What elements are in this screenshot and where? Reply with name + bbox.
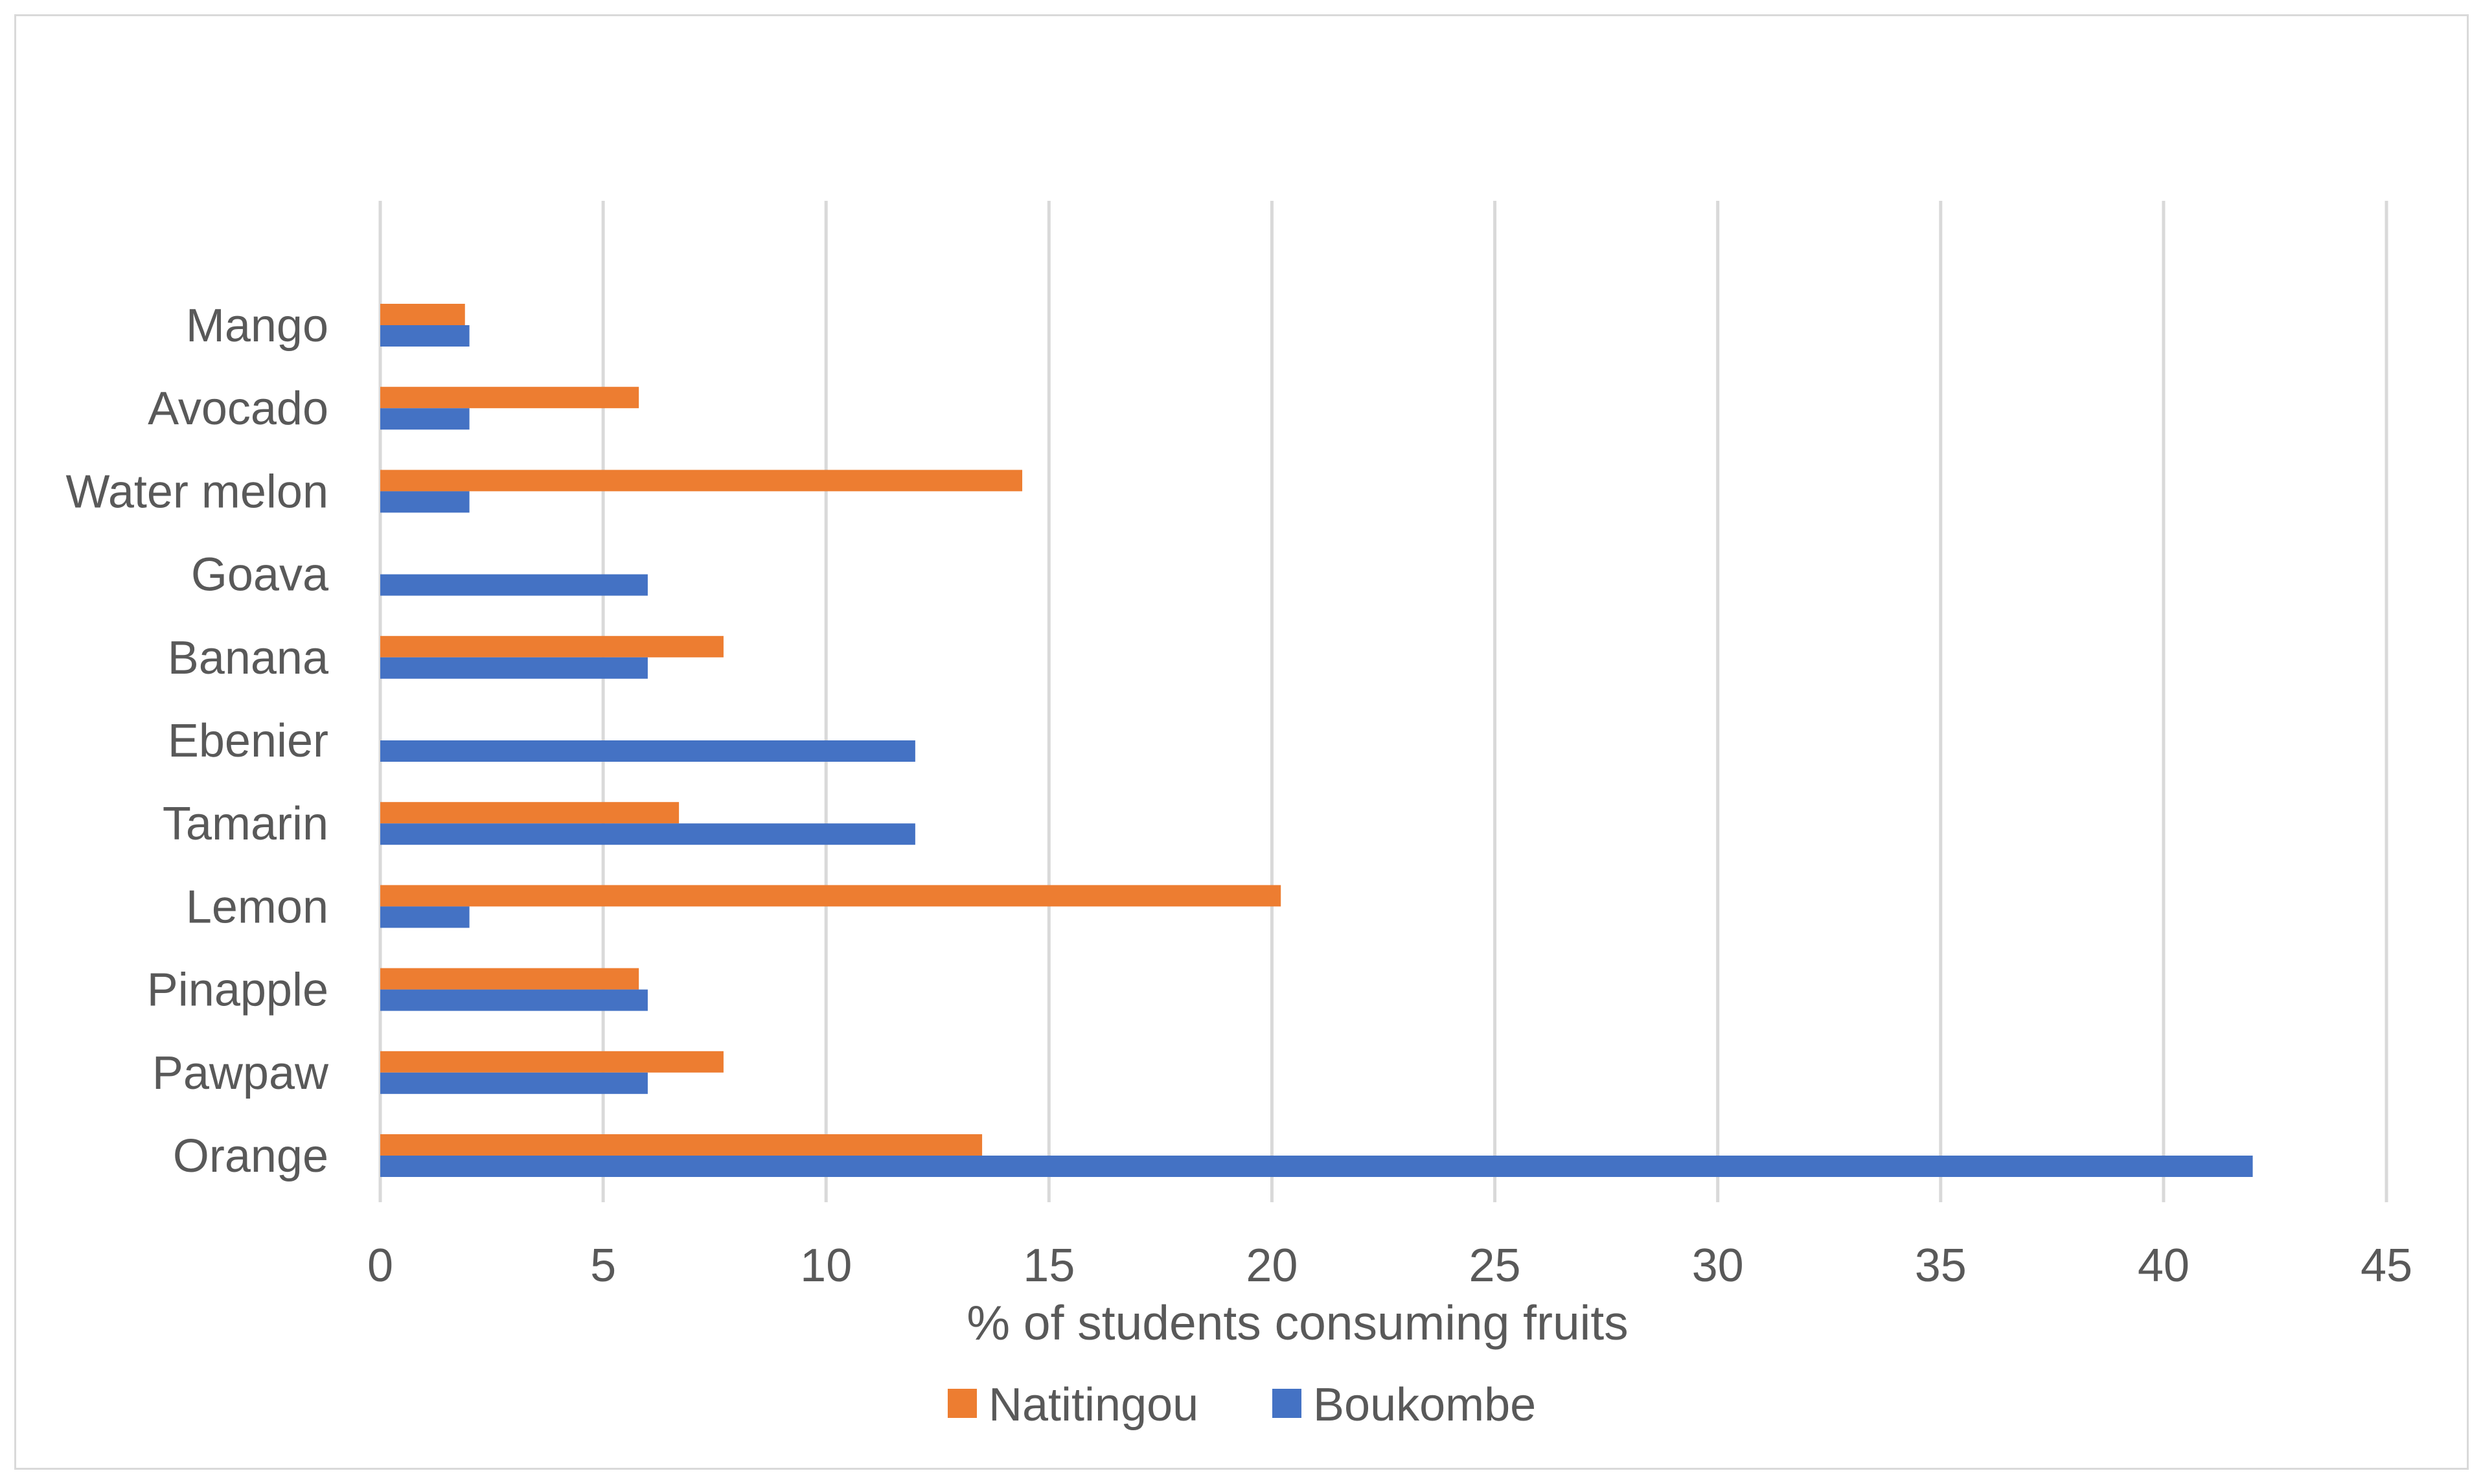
x-tick-label-20: 20: [1246, 1240, 1298, 1292]
x-tick-label-45: 45: [2361, 1240, 2412, 1292]
bar-boukombe-orange: [380, 1156, 2253, 1177]
bar-natitingou-avocado: [380, 387, 639, 409]
bar-boukombe-tamarin: [380, 823, 915, 845]
category-label-ebenier: Ebenier: [168, 715, 328, 767]
category-label-tamarin: Tamarin: [163, 798, 328, 850]
x-tick-labels: 0 5 10 15 20 25 30 35 40 45: [367, 1240, 2412, 1292]
bar-natitingou-pinapple: [380, 968, 639, 990]
category-label-orange: Orange: [173, 1130, 328, 1182]
bar-boukombe-goava: [380, 574, 648, 596]
category-label-pinapple: Pinapple: [147, 965, 328, 1016]
bar-boukombe-lemon: [380, 906, 470, 928]
x-tick-label-30: 30: [1692, 1240, 1744, 1292]
legend-swatch-boukombe: [1272, 1389, 1301, 1418]
legend: Natitingou Boukombe: [948, 1379, 1536, 1431]
bar-natitingou-tamarin: [380, 802, 680, 824]
category-label-avocado: Avocado: [148, 383, 328, 435]
gridlines: [378, 201, 2388, 1202]
bar-natitingou-banana: [380, 635, 724, 657]
bar-natitingou-orange: [380, 1134, 983, 1156]
category-label-goava: Goava: [191, 549, 329, 601]
x-tick-label-15: 15: [1023, 1240, 1075, 1292]
legend-label-natitingou: Natitingou: [989, 1379, 1198, 1431]
bar-boukombe-mango: [380, 325, 470, 347]
bars: [380, 304, 2253, 1177]
bar-boukombe-ebenier: [380, 740, 915, 762]
bar-natitingou-mango: [380, 304, 465, 325]
category-label-banana: Banana: [168, 632, 329, 684]
bar-boukombe-water-melon: [380, 491, 470, 513]
x-tick-label-35: 35: [1915, 1240, 1967, 1292]
x-tick-label-40: 40: [2138, 1240, 2190, 1292]
category-label-pawpaw: Pawpaw: [152, 1047, 329, 1099]
category-label-lemon: Lemon: [186, 881, 328, 933]
category-labels: Mango Avocado Water melon Goava Banana Ebenie…: [66, 300, 329, 1182]
bar-natitingou-pawpaw: [380, 1051, 724, 1073]
x-tick-label-0: 0: [367, 1240, 393, 1292]
bar-boukombe-pinapple: [380, 989, 648, 1011]
legend-label-boukombe: Boukombe: [1313, 1379, 1536, 1431]
bar-boukombe-avocado: [380, 408, 470, 430]
category-label-mango: Mango: [186, 300, 328, 352]
legend-swatch-natitingou: [948, 1389, 977, 1418]
bar-natitingou-lemon: [380, 885, 1281, 907]
x-axis-title: % of students consuming fruits: [967, 1296, 1628, 1350]
x-tick-label-5: 5: [590, 1240, 616, 1292]
category-label-water-melon: Water melon: [66, 466, 328, 518]
bar-natitingou-water-melon: [380, 470, 1023, 492]
x-tick-label-25: 25: [1469, 1240, 1521, 1292]
x-tick-label-10: 10: [800, 1240, 852, 1292]
bar-boukombe-pawpaw: [380, 1072, 648, 1094]
bar-boukombe-banana: [380, 657, 648, 679]
